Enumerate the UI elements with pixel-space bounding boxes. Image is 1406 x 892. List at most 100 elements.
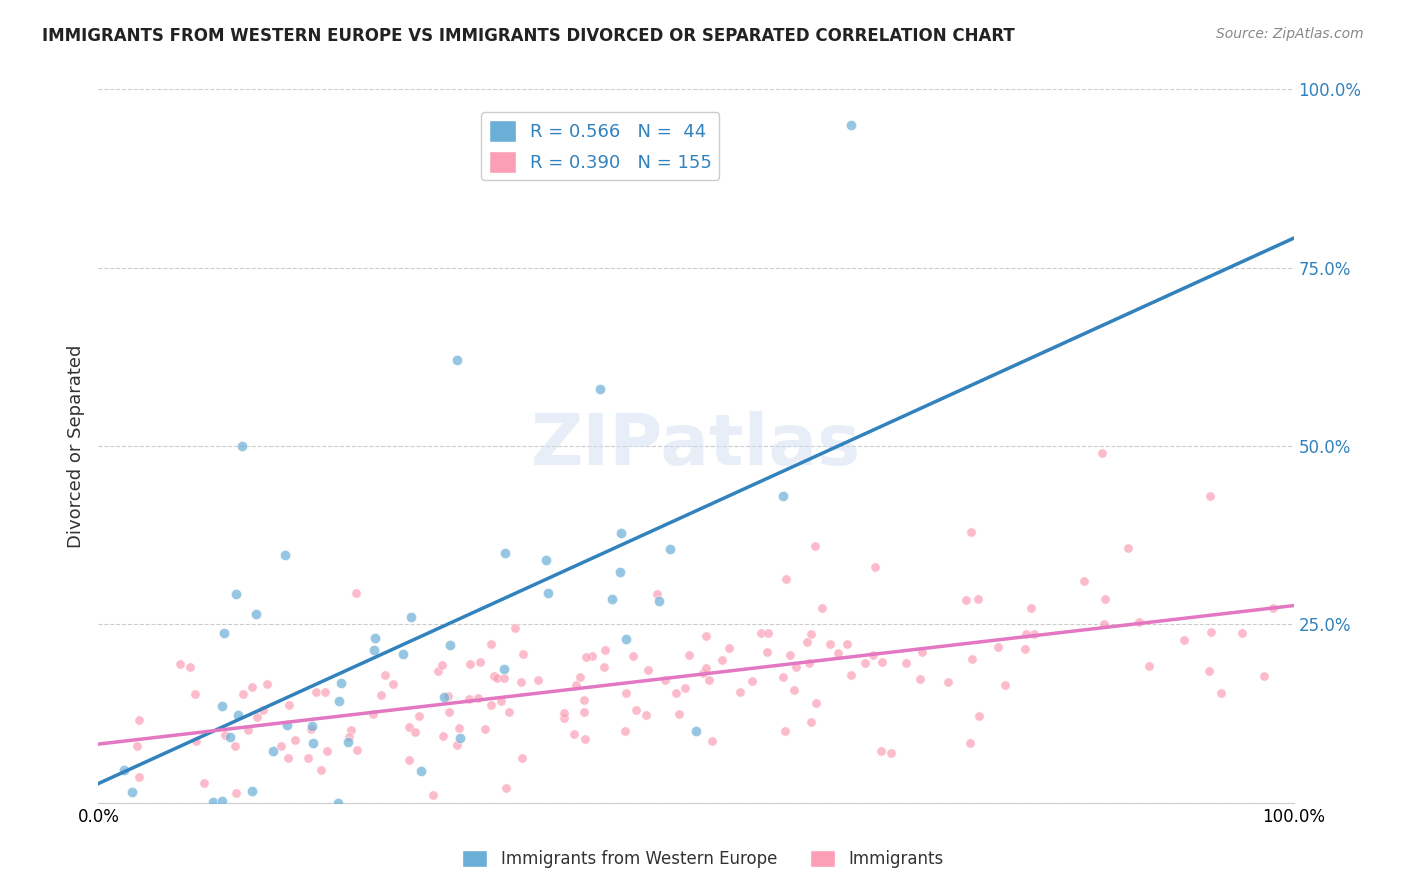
Point bbox=[510, 750, 533, 764]
Point bbox=[392, 647, 415, 661]
Point bbox=[274, 548, 297, 562]
Point bbox=[1261, 601, 1284, 615]
Point bbox=[219, 730, 242, 744]
Point bbox=[880, 746, 903, 760]
Point bbox=[1073, 574, 1095, 588]
Point bbox=[574, 731, 596, 746]
Point bbox=[700, 734, 723, 748]
Point bbox=[301, 719, 323, 733]
Point bbox=[565, 678, 588, 692]
Point bbox=[796, 635, 818, 649]
Point bbox=[479, 698, 502, 712]
Point bbox=[510, 675, 533, 690]
Point bbox=[572, 705, 595, 719]
Point bbox=[474, 722, 496, 736]
Point bbox=[409, 764, 432, 779]
Point bbox=[692, 666, 714, 681]
Point bbox=[447, 721, 470, 735]
Point bbox=[297, 751, 319, 765]
Point bbox=[311, 763, 333, 777]
Point bbox=[593, 642, 616, 657]
Point bbox=[489, 694, 512, 708]
Point bbox=[718, 640, 741, 655]
Point bbox=[534, 553, 557, 567]
Point bbox=[283, 732, 305, 747]
Point bbox=[1128, 615, 1150, 629]
Point bbox=[364, 631, 387, 645]
Point bbox=[228, 708, 250, 723]
Point bbox=[330, 676, 353, 690]
Point bbox=[697, 673, 720, 687]
Point bbox=[432, 657, 454, 672]
Point bbox=[806, 696, 828, 710]
Point bbox=[800, 627, 823, 641]
Point bbox=[783, 683, 806, 698]
Point bbox=[1211, 686, 1233, 700]
Point bbox=[966, 591, 988, 606]
Point bbox=[637, 663, 659, 677]
Point bbox=[240, 680, 263, 694]
Point bbox=[512, 647, 534, 661]
Point bbox=[121, 785, 143, 799]
Point bbox=[328, 796, 350, 810]
Point bbox=[695, 661, 717, 675]
Point bbox=[741, 674, 763, 689]
Point bbox=[276, 718, 298, 732]
Point bbox=[526, 673, 548, 687]
Point bbox=[804, 539, 827, 553]
Point bbox=[270, 739, 292, 753]
Point bbox=[614, 724, 637, 739]
Point bbox=[398, 752, 420, 766]
Point bbox=[665, 686, 688, 700]
Point bbox=[1198, 664, 1220, 678]
Point bbox=[492, 671, 515, 685]
Point bbox=[960, 652, 983, 666]
Point bbox=[1199, 489, 1222, 503]
Point bbox=[224, 739, 246, 754]
Point bbox=[685, 724, 707, 739]
Point bbox=[589, 382, 612, 396]
Point bbox=[673, 681, 696, 695]
Point bbox=[404, 725, 426, 739]
Point bbox=[621, 648, 644, 663]
Point bbox=[242, 784, 264, 798]
Point bbox=[827, 646, 849, 660]
Point bbox=[262, 744, 284, 758]
Point bbox=[773, 723, 796, 738]
Point bbox=[232, 687, 254, 701]
Point bbox=[853, 657, 876, 671]
Point bbox=[862, 648, 884, 662]
Point bbox=[994, 678, 1017, 692]
Point bbox=[484, 669, 506, 683]
Point bbox=[498, 705, 520, 719]
Point bbox=[602, 591, 624, 606]
Point bbox=[479, 637, 502, 651]
Point bbox=[626, 703, 648, 717]
Point bbox=[800, 714, 823, 729]
Point bbox=[361, 706, 384, 721]
Point bbox=[839, 668, 862, 682]
Point bbox=[179, 660, 201, 674]
Point bbox=[449, 731, 471, 746]
Point bbox=[960, 524, 983, 539]
Point bbox=[340, 723, 363, 737]
Point bbox=[772, 670, 794, 684]
Point bbox=[201, 795, 224, 809]
Point bbox=[184, 687, 207, 701]
Point bbox=[299, 722, 322, 736]
Point bbox=[955, 593, 977, 607]
Point bbox=[695, 629, 717, 643]
Point bbox=[616, 632, 638, 646]
Point bbox=[252, 703, 274, 717]
Text: ZIPatlas: ZIPatlas bbox=[531, 411, 860, 481]
Point bbox=[865, 560, 887, 574]
Y-axis label: Divorced or Separated: Divorced or Separated bbox=[66, 344, 84, 548]
Point bbox=[432, 729, 454, 743]
Point bbox=[225, 587, 247, 601]
Point bbox=[468, 655, 491, 669]
Point bbox=[278, 698, 301, 712]
Point bbox=[610, 526, 633, 541]
Point bbox=[374, 667, 396, 681]
Point bbox=[337, 730, 360, 744]
Point bbox=[169, 657, 191, 672]
